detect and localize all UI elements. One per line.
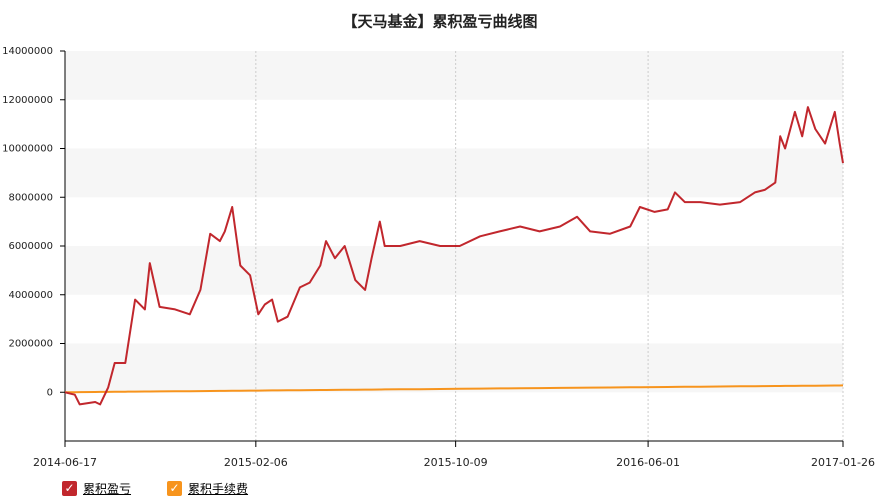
y-tick-label: 8000000 bbox=[8, 192, 53, 203]
legend-item[interactable]: ✓ 累积盈亏 bbox=[62, 480, 131, 497]
x-tick-label: 2014-06-17 bbox=[33, 456, 97, 469]
legend-checkbox[interactable]: ✓ bbox=[62, 481, 77, 496]
x-tick-label: 2016-06-01 bbox=[616, 456, 680, 469]
legend-item[interactable]: ✓ 累积手续费 bbox=[167, 480, 248, 497]
x-tick-label: 2017-01-26 bbox=[811, 456, 875, 469]
grid-band bbox=[65, 148, 843, 198]
y-tick-label: 4000000 bbox=[8, 290, 53, 301]
grid-band bbox=[65, 51, 843, 100]
y-tick-label: 6000000 bbox=[8, 241, 53, 252]
y-tick-label: 2000000 bbox=[8, 339, 53, 350]
x-tick-label: 2015-02-06 bbox=[224, 456, 288, 469]
legend-checkbox[interactable]: ✓ bbox=[167, 481, 183, 496]
series-line bbox=[64, 106, 844, 406]
y-tick-label: 12000000 bbox=[2, 95, 53, 106]
legend-label[interactable]: 累积手续费 bbox=[188, 482, 249, 496]
grid-band bbox=[65, 246, 843, 295]
chart-title: 【天马基金】累积盈亏曲线图 bbox=[342, 13, 537, 31]
y-tick-label: 14000000 bbox=[2, 46, 53, 57]
x-tick-label: 2015-10-09 bbox=[424, 456, 488, 469]
y-tick-label: 10000000 bbox=[2, 144, 53, 155]
y-tick-label: 0 bbox=[47, 387, 53, 398]
legend-label[interactable]: 累积盈亏 bbox=[83, 482, 132, 496]
series-line bbox=[64, 384, 844, 394]
legend: ✓ 累积盈亏 ✓ 累积手续费 bbox=[62, 480, 248, 497]
grid-band bbox=[65, 343, 843, 393]
